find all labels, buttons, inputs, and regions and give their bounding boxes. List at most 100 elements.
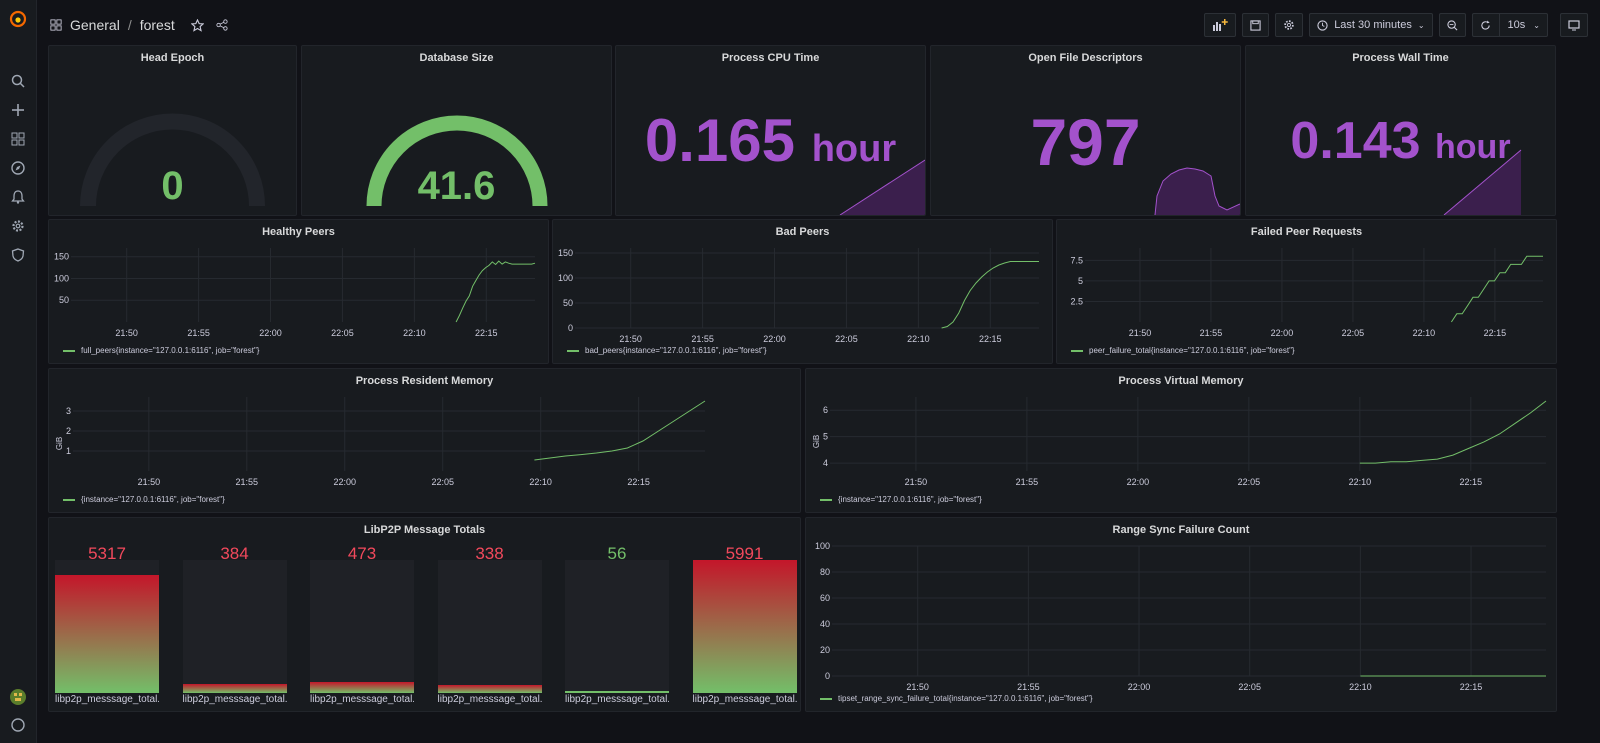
tv-mode-button[interactable] — [1560, 13, 1588, 37]
share-icon[interactable] — [216, 19, 228, 31]
x-tick-label: 21:55 — [187, 328, 210, 338]
y-tick-label: 80 — [820, 567, 830, 577]
y-tick-label: 0 — [825, 671, 830, 681]
timeseries-chart: 21:50 21:55 22:00 22:05 22:10 22:15 50 100 150 — [54, 248, 536, 338]
x-tick-label: 21:55 — [1016, 477, 1039, 487]
y-tick-label: 50 — [59, 295, 69, 305]
x-tick-label: 21:50 — [115, 328, 138, 338]
y-tick-label: 20 — [820, 645, 830, 655]
panel-title: LibP2P Message Totals — [363, 524, 486, 536]
bar-value: 338 — [475, 544, 504, 563]
panel-title: Healthy Peers — [262, 226, 335, 238]
legend[interactable]: {instance="127.0.0.1:6116", job="forest"… — [63, 495, 225, 504]
timeseries-chart: 21:50 21:55 22:00 22:05 22:10 22:15 0 20 40 60 80 1… — [815, 541, 1546, 692]
help-icon[interactable] — [9, 716, 27, 734]
panel-database-size: Database Size 41.6 — [301, 45, 612, 216]
panel-head-epoch: Head Epoch 0 — [48, 45, 297, 216]
gauge-value: 41.6 — [417, 164, 496, 208]
grafana-logo-icon[interactable] — [9, 10, 27, 28]
x-tick-label: 22:00 — [259, 328, 282, 338]
bar-track — [310, 560, 414, 693]
bar-label: libp2p_messsage_total... — [55, 694, 159, 705]
plus-icon[interactable] — [9, 101, 27, 119]
sidebar — [0, 0, 37, 743]
legend-swatch — [820, 498, 832, 501]
alerting-icon[interactable] — [9, 188, 27, 206]
stat-value: 0.143 hour — [1246, 111, 1555, 171]
bar-fill — [310, 682, 414, 693]
bar-track — [437, 560, 542, 693]
star-icon[interactable] — [190, 18, 204, 32]
add-panel-button[interactable] — [1204, 13, 1237, 37]
legend-swatch — [63, 349, 75, 352]
x-tick-label: 21:55 — [236, 477, 259, 487]
y-tick-label: 150 — [54, 252, 69, 262]
breadcrumb: General / forest — [50, 17, 228, 33]
bar-fill — [437, 685, 542, 693]
bar-gauge: 5317 libp2p_messsage_total... 384 libp2p_me… — [49, 518, 800, 711]
bar-label: libp2p_messsage_total... — [692, 694, 797, 705]
y-tick-label: 1 — [66, 446, 71, 456]
x-tick-label: 22:00 — [333, 477, 356, 487]
legend-label: bad_peers{instance="127.0.0.1:6116", job… — [585, 346, 767, 355]
y-tick-label: 6 — [823, 405, 828, 415]
panel-process-wall-time: Process Wall Time 0.143 hour — [1245, 45, 1556, 216]
chevron-down-icon: ⌄ — [1533, 20, 1540, 30]
x-tick-label: 22:10 — [529, 477, 552, 487]
refresh-button[interactable]: 10s ⌄ — [1471, 13, 1548, 37]
stat-unit: hour — [1435, 128, 1511, 166]
zoom-out-icon — [1446, 19, 1458, 30]
y-tick-label: 100 — [815, 541, 830, 551]
x-tick-label: 22:15 — [1460, 682, 1483, 692]
breadcrumb-dashboard[interactable]: forest — [139, 17, 175, 33]
legend[interactable]: bad_peers{instance="127.0.0.1:6116", job… — [567, 346, 767, 355]
gauge-value: 0 — [161, 164, 184, 208]
shield-icon[interactable] — [9, 246, 27, 264]
legend-swatch — [820, 697, 832, 700]
bar-track — [565, 560, 669, 693]
panel-title: Process Virtual Memory — [1118, 375, 1244, 387]
settings-button[interactable] — [1275, 13, 1304, 37]
legend[interactable]: peer_failure_total{instance="127.0.0.1:6… — [1071, 346, 1295, 355]
timeseries-chart: 21:50 21:55 22:00 22:05 22:10 22:15 0 50 100 150 — [558, 248, 1039, 344]
avatar[interactable] — [9, 688, 27, 706]
x-tick-label: 22:15 — [1484, 328, 1507, 338]
series-line — [1359, 400, 1547, 464]
search-icon[interactable] — [9, 72, 27, 90]
panel-failed-peer-requests: Failed Peer Requests 21:50 21:55 22:00 22:0… — [1056, 219, 1557, 364]
legend[interactable]: full_peers{instance="127.0.0.1:6116", jo… — [63, 346, 259, 355]
save-button[interactable] — [1242, 13, 1270, 37]
x-tick-label: 21:50 — [906, 682, 929, 692]
y-tick-label: 100 — [558, 273, 573, 283]
x-tick-label: 22:15 — [1460, 477, 1483, 487]
bar-value: 473 — [347, 544, 377, 563]
dashboards-icon[interactable] — [9, 130, 27, 148]
panel-healthy-peers: Healthy Peers 21:50 21:55 22:00 22:05 22:10 2… — [48, 219, 549, 364]
time-range-label: Last 30 minutes — [1334, 19, 1412, 31]
explore-icon[interactable] — [9, 159, 27, 177]
x-tick-label: 22:00 — [1128, 682, 1151, 692]
bar-value: 56 — [607, 544, 627, 563]
series-line — [534, 400, 706, 461]
stat-value: 0.165 hour — [616, 106, 925, 175]
x-tick-label: 22:15 — [475, 328, 498, 338]
toolbar: Last 30 minutes ⌄ 10s ⌄ — [1204, 13, 1588, 37]
y-tick-label: 5 — [1078, 276, 1083, 286]
gauge — [366, 115, 548, 207]
x-tick-label: 22:00 — [1271, 328, 1294, 338]
panel-title: Range Sync Failure Count — [1112, 524, 1250, 536]
config-icon[interactable] — [9, 217, 27, 235]
sparkline — [1443, 149, 1522, 215]
panel-range-sync-failure-count: Range Sync Failure Count 21:50 21:55 22:00… — [805, 517, 1557, 712]
bar-fill — [182, 684, 287, 693]
legend[interactable]: tipset_range_sync_failure_total{instance… — [820, 694, 1093, 703]
bar-value: 384 — [220, 544, 249, 563]
time-picker-button[interactable]: Last 30 minutes ⌄ — [1309, 13, 1433, 37]
legend[interactable]: {instance="127.0.0.1:6116", job="forest"… — [820, 495, 982, 504]
y-tick-label: 50 — [563, 298, 573, 308]
breadcrumb-folder[interactable]: General — [70, 17, 120, 33]
panel-title: Process Resident Memory — [355, 375, 494, 387]
zoom-out-button[interactable] — [1438, 13, 1466, 37]
y-tick-label: 2.5 — [1070, 296, 1083, 306]
legend-swatch — [63, 498, 75, 501]
